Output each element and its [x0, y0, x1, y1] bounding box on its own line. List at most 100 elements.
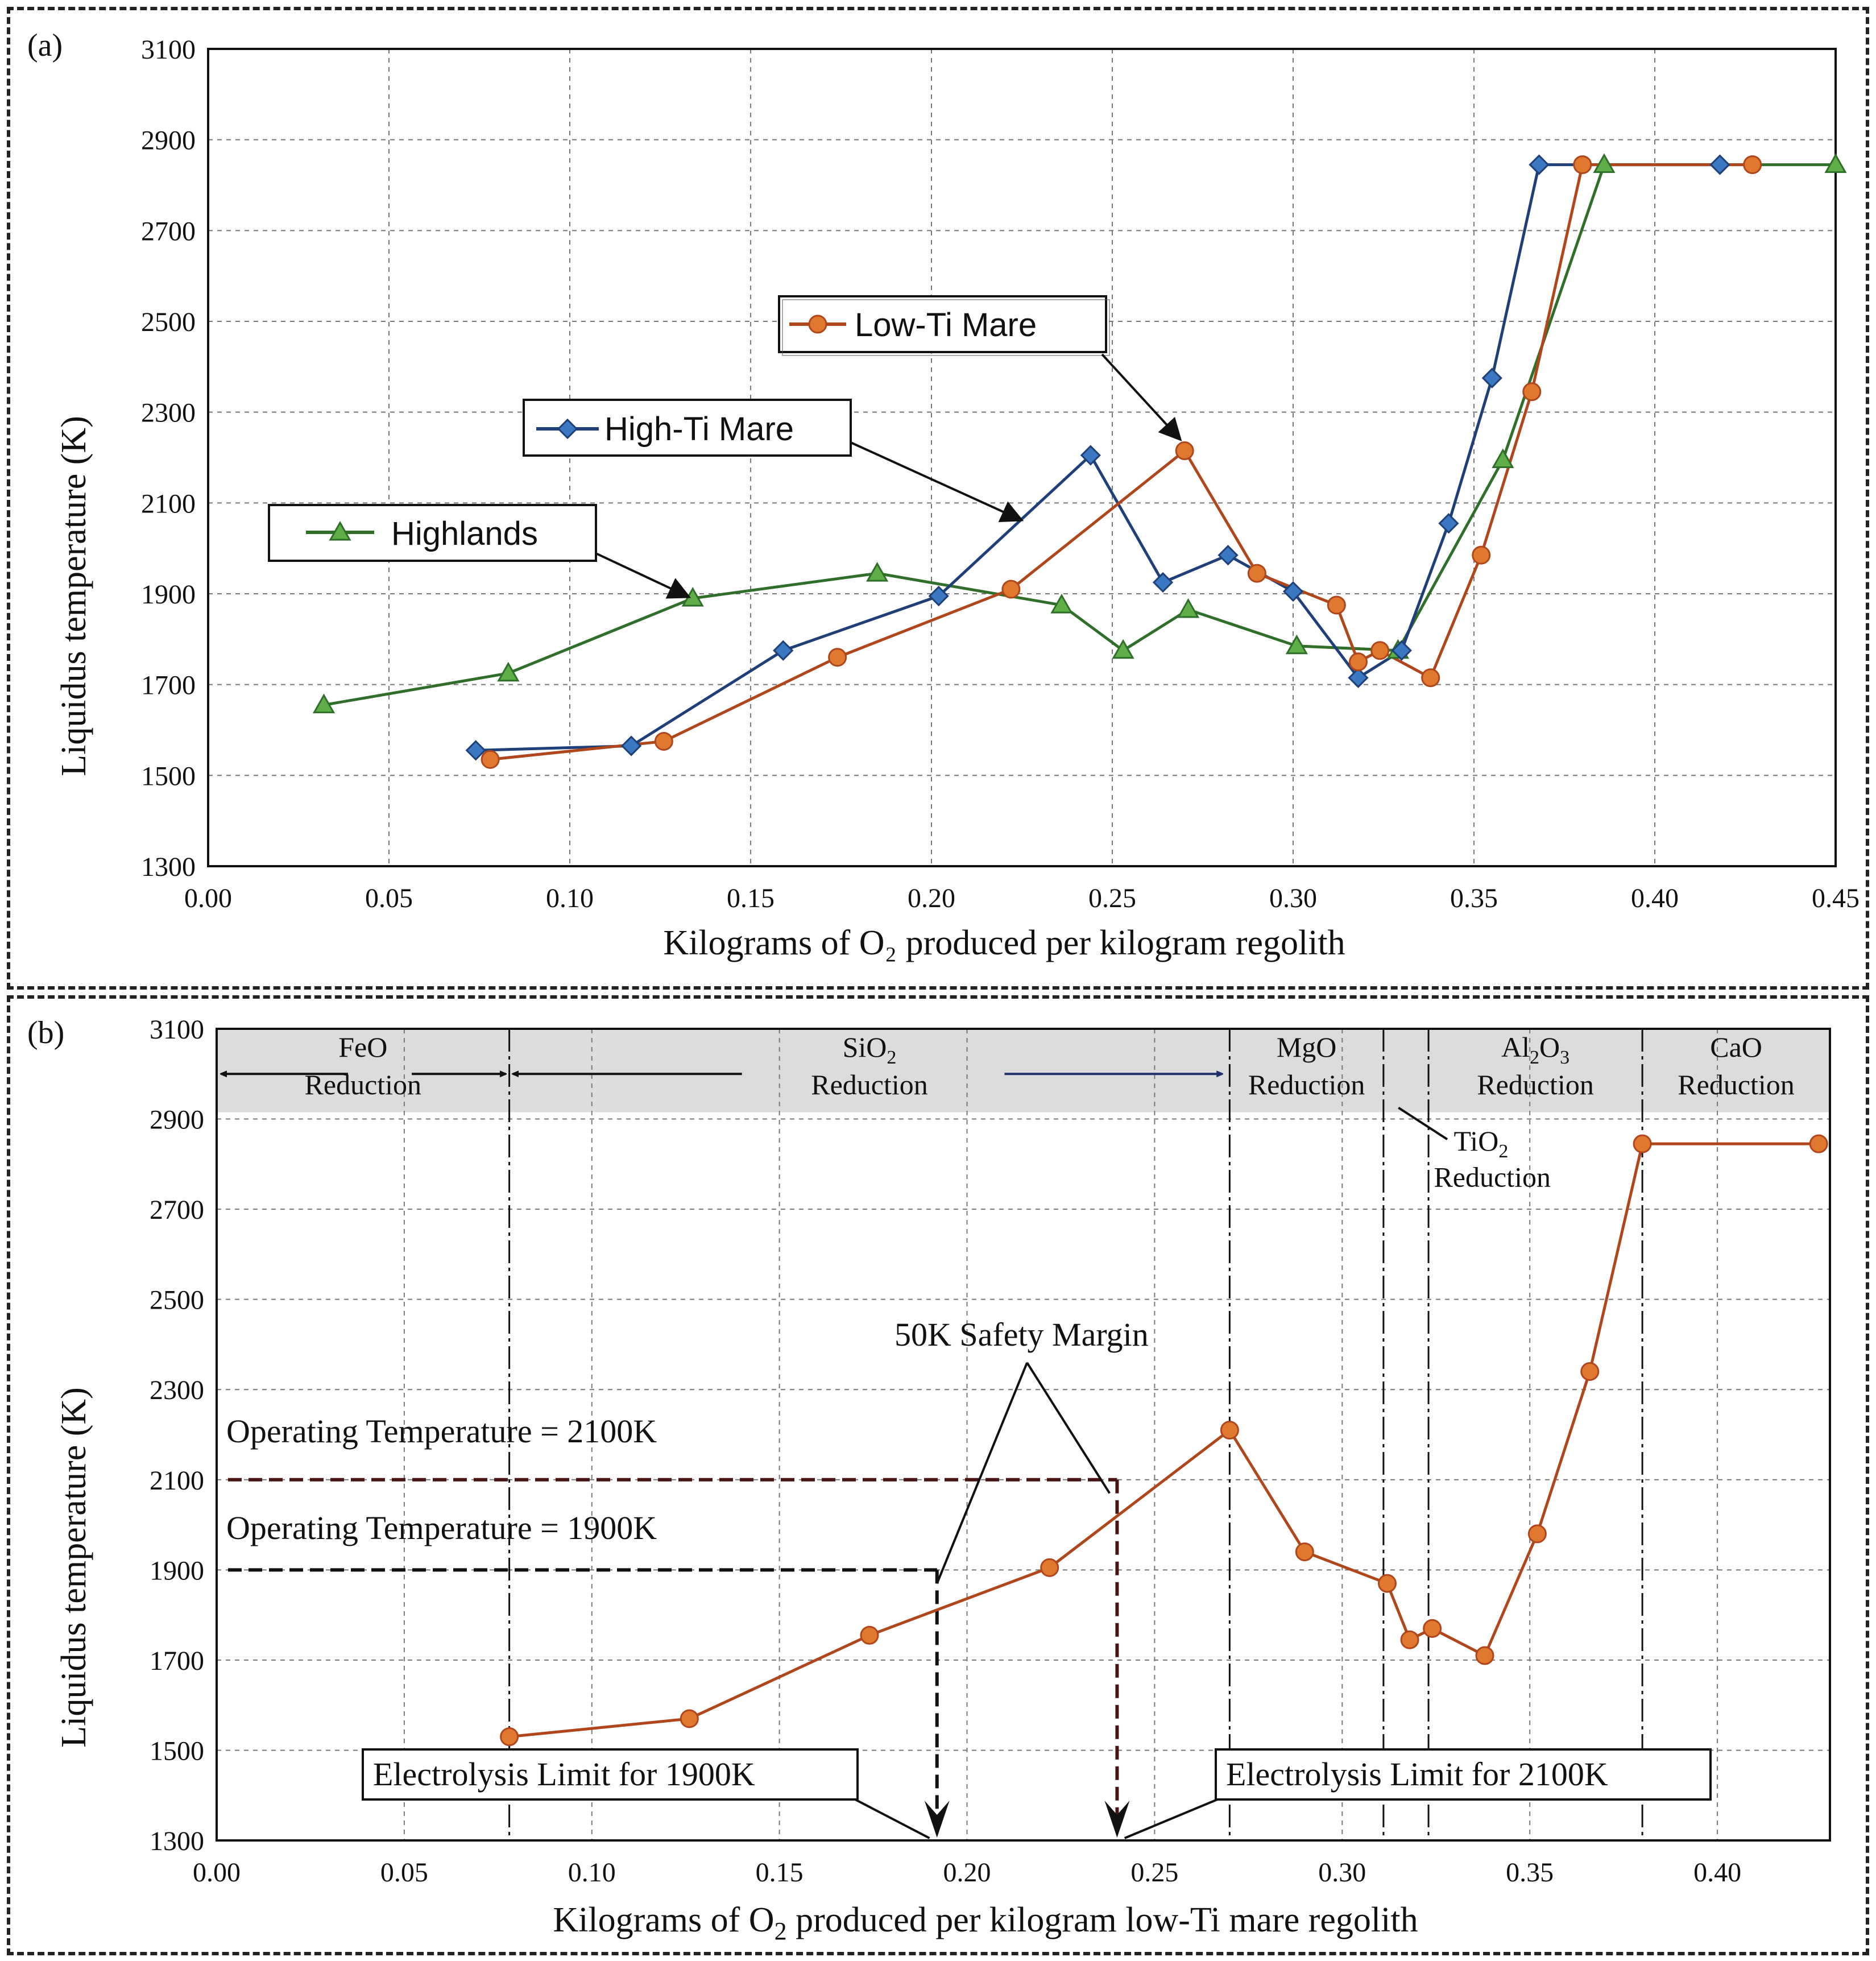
- region-label-reduction: Reduction: [1248, 1069, 1365, 1101]
- data-point-low-ti-b: [1633, 1134, 1652, 1153]
- y-tick-label-a: 2900: [141, 126, 196, 156]
- data-point-low-ti-b: [1377, 1574, 1397, 1593]
- y-tick-label-b: 2500: [150, 1285, 204, 1315]
- data-point-high-ti: [620, 735, 642, 756]
- annotation-op-2100: Operating Temperature = 2100K: [226, 1413, 657, 1450]
- x-tick-label-a: 0.45: [1812, 883, 1860, 913]
- x-tick-label-b: 0.20: [943, 1857, 991, 1888]
- chart-b: (b) 0.00 0.05 0.10 0.15 0.20 0.25 0.30 0.35 0.40…: [27, 1015, 1831, 1945]
- y-tick-label-b: 3100: [150, 1015, 204, 1045]
- data-point-highlands: [1492, 448, 1514, 468]
- data-point-low-ti-b: [1400, 1630, 1419, 1649]
- region-label: MgO: [1277, 1031, 1337, 1063]
- data-point-low-ti-b: [1475, 1646, 1494, 1665]
- region-header-band: [217, 1031, 1830, 1112]
- arrow-low-ti: [1101, 353, 1182, 441]
- data-point-high-ti: [1481, 367, 1502, 388]
- tio2-label: TiO2: [1454, 1125, 1509, 1162]
- panel-label-a: (a): [27, 28, 63, 63]
- limit-2100-pointer: [1124, 1797, 1222, 1839]
- data-point-low-ti: [1327, 595, 1346, 615]
- y-tick-label-b: 2300: [150, 1375, 204, 1405]
- data-point-high-ti: [1391, 640, 1412, 661]
- y-tick-label-a: 1900: [141, 580, 196, 610]
- data-point-high-ti: [1152, 572, 1174, 593]
- data-point-low-ti: [1001, 580, 1021, 599]
- region-label-reduction: Reduction: [1678, 1069, 1795, 1101]
- data-point-high-ti: [1217, 545, 1239, 566]
- data-point-highlands: [1177, 598, 1200, 618]
- x-tick-label-a: 0.15: [727, 883, 775, 913]
- region-label-reduction: Reduction: [1477, 1069, 1594, 1101]
- x-tick-label-a: 0.05: [365, 883, 413, 913]
- arrow-high-ti: [850, 441, 1024, 522]
- chart-a: (a) 0.00 0.05 0.10 0.15 0.20 0.25 0.30 0.35 0.40…: [27, 28, 1860, 962]
- data-point-low-ti-b: [860, 1625, 879, 1645]
- y-tick-label-b: 1900: [150, 1555, 204, 1586]
- data-point-low-ti: [1348, 652, 1368, 672]
- electrolysis-limit-arrowhead-1900: [924, 1801, 950, 1838]
- data-point-highlands: [1050, 593, 1073, 614]
- y-tick-label-a: 3100: [141, 35, 196, 65]
- legend-label-highlands: Highlands: [391, 515, 538, 552]
- data-point-low-ti-b: [1220, 1421, 1239, 1440]
- plot-frame-b: [216, 1028, 1831, 1842]
- data-point-high-ti: [1348, 667, 1369, 688]
- tio2-pointer: [1398, 1107, 1448, 1140]
- region-label: Al2O3: [1501, 1031, 1569, 1068]
- data-point-highlands: [866, 562, 889, 582]
- legend-low-ti: Low-Ti Mare: [778, 295, 1110, 356]
- data-point-low-ti: [1472, 545, 1491, 565]
- y-tick-label-a: 1500: [141, 761, 196, 791]
- safety-pointer-2100: [1026, 1362, 1111, 1494]
- data-point-low-ti-b: [1423, 1619, 1442, 1638]
- x-tick-label-a: 0.00: [184, 883, 232, 913]
- y-tick-label-b: 1700: [150, 1646, 204, 1676]
- data-point-highlands: [497, 661, 520, 682]
- limit-1900-box: [362, 1748, 859, 1801]
- y-axis-title-b: Liquidus temperature (K): [55, 1387, 93, 1748]
- region-label: SiO2: [843, 1031, 897, 1068]
- data-point-low-ti: [1573, 155, 1592, 175]
- x-tick-label-b: 0.25: [1130, 1857, 1178, 1888]
- data-point-low-ti-b: [1040, 1558, 1059, 1577]
- legend-highlands: Highlands: [268, 504, 597, 562]
- series-line-low-ti: [490, 163, 1753, 761]
- y-tick-label-b: 2100: [150, 1466, 204, 1496]
- y-axis-title-a: Liquidus temperature (K): [55, 416, 93, 776]
- data-point-low-ti: [1522, 382, 1542, 402]
- data-point-high-ti: [1709, 154, 1730, 175]
- x-tick-label-a: 0.25: [1088, 883, 1136, 913]
- data-point-low-ti-b: [1580, 1362, 1600, 1381]
- data-point-low-ti: [1421, 668, 1440, 688]
- annotation-safety-margin: 50K Safety Margin: [894, 1316, 1149, 1353]
- data-point-highlands: [1593, 153, 1616, 173]
- data-point-highlands: [312, 693, 336, 714]
- x-tick-label-b: 0.15: [756, 1857, 804, 1888]
- region-label-reduction: Reduction: [811, 1069, 928, 1101]
- y-tick-label-b: 2900: [150, 1105, 204, 1135]
- data-point-high-ti: [1282, 581, 1304, 602]
- x-axis-title-b: Kilograms of O2 produced per kilogram lo…: [553, 1901, 1418, 1945]
- data-point-low-ti: [654, 731, 673, 751]
- data-point-low-ti-b: [680, 1709, 699, 1728]
- data-point-high-ti: [1438, 513, 1459, 534]
- x-tick-label-b: 0.10: [568, 1857, 616, 1888]
- x-tick-label-a: 0.35: [1450, 883, 1498, 913]
- x-tick-label-b: 0.40: [1693, 1857, 1741, 1888]
- arrow-highlands: [595, 552, 691, 599]
- legend-high-ti: High-Ti Mare: [523, 399, 852, 457]
- y-tick-label-b: 1500: [150, 1736, 204, 1766]
- data-point-low-ti: [1175, 441, 1194, 461]
- x-tick-label-a: 0.10: [546, 883, 594, 913]
- x-tick-label-b: 0.35: [1506, 1857, 1554, 1888]
- limit-2100-box: [1215, 1748, 1712, 1801]
- data-point-low-ti-b: [500, 1727, 519, 1747]
- legend-label-high-ti: High-Ti Mare: [604, 411, 794, 448]
- data-point-low-ti: [1370, 641, 1390, 660]
- panel-b: (b) 0.00 0.05 0.10 0.15 0.20 0.25 0.30 0.35 0.40…: [7, 995, 1869, 1955]
- annotation-limit-2100: Electrolysis Limit for 2100K: [1226, 1756, 1608, 1793]
- y-tick-label-b: 2700: [150, 1195, 204, 1225]
- limit-1900-pointer: [851, 1797, 930, 1839]
- data-point-low-ti: [1247, 564, 1266, 583]
